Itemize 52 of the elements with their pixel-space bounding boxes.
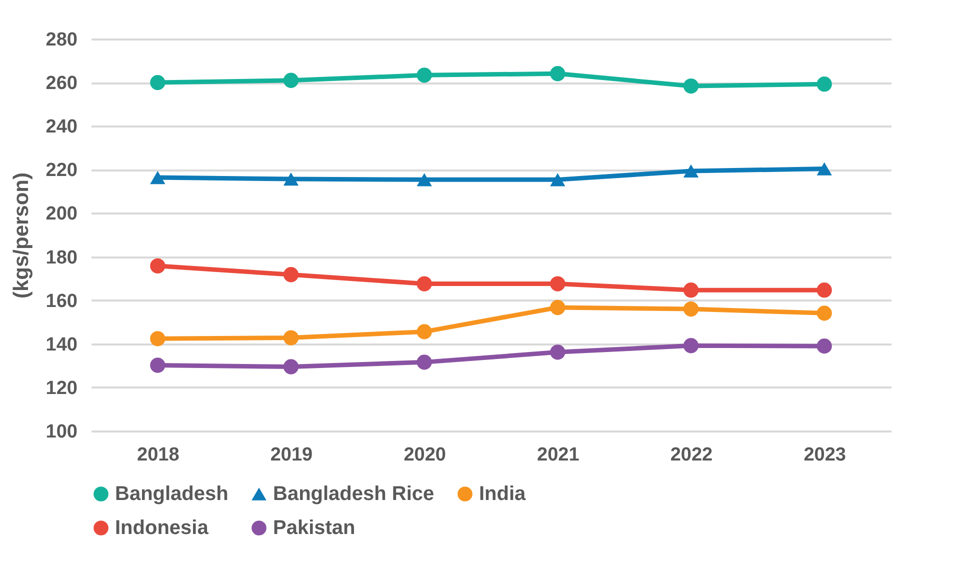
point bbox=[683, 164, 699, 178]
point bbox=[816, 338, 832, 354]
y-tick-label: 180 bbox=[46, 247, 78, 268]
point bbox=[150, 331, 166, 346]
point bbox=[683, 78, 699, 94]
x-tick-label: 2023 bbox=[804, 444, 846, 466]
legend-label: India bbox=[479, 483, 527, 505]
point bbox=[150, 358, 166, 373]
point bbox=[283, 267, 299, 282]
y-tick-label: 200 bbox=[46, 204, 78, 225]
point bbox=[416, 68, 432, 83]
x-tick-label: 2019 bbox=[270, 444, 313, 466]
point bbox=[283, 72, 299, 88]
point bbox=[416, 324, 432, 340]
point bbox=[683, 301, 699, 317]
point bbox=[816, 306, 832, 321]
legend-label: Pakistan bbox=[273, 517, 356, 539]
point bbox=[816, 282, 832, 298]
y-axis-title: (kgs/person) bbox=[10, 172, 33, 299]
y-tick-label: 240 bbox=[46, 116, 78, 138]
point bbox=[683, 338, 699, 354]
x-tick-label: 2018 bbox=[137, 444, 180, 466]
legend-label: Indonesia bbox=[115, 517, 210, 539]
y-tick-label: 260 bbox=[46, 73, 78, 94]
point bbox=[550, 173, 566, 186]
point bbox=[283, 172, 299, 186]
y-tick-label: 280 bbox=[46, 30, 78, 50]
point bbox=[683, 282, 699, 298]
point bbox=[283, 359, 299, 374]
point bbox=[416, 354, 432, 370]
x-tick-label: 2021 bbox=[537, 444, 580, 466]
x-tick-label: 2020 bbox=[404, 444, 446, 466]
y-tick-label: 140 bbox=[46, 334, 78, 356]
point bbox=[416, 173, 432, 186]
y-tick-label: 120 bbox=[46, 378, 78, 399]
point bbox=[150, 258, 166, 274]
point bbox=[150, 74, 166, 90]
legend-label: Bangladesh bbox=[115, 483, 228, 505]
point bbox=[283, 330, 299, 346]
point bbox=[150, 170, 166, 184]
point bbox=[550, 276, 566, 292]
point bbox=[416, 276, 432, 292]
point bbox=[550, 344, 566, 360]
x-tick-label: 2022 bbox=[670, 444, 713, 466]
y-tick-label: 220 bbox=[46, 160, 78, 182]
y-tick-label: 100 bbox=[46, 422, 78, 442]
legend-label: Bangladesh Rice bbox=[273, 483, 434, 505]
point bbox=[550, 300, 566, 316]
y-tick-label: 160 bbox=[46, 290, 78, 312]
point bbox=[816, 162, 832, 176]
point bbox=[550, 66, 566, 82]
point bbox=[816, 76, 832, 92]
